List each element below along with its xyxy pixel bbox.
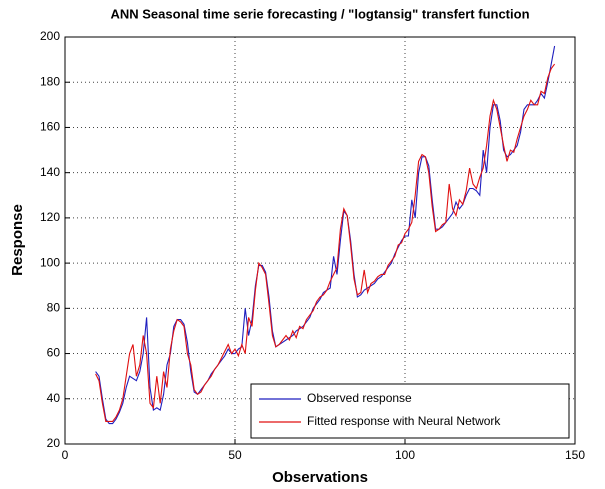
y-tick-label: 120 [40,210,60,224]
x-tick-label: 150 [565,448,585,462]
plot-frame [64,36,576,445]
y-tick-label: 180 [40,74,60,88]
y-axis-label: Response [9,204,26,276]
legend-label: Fitted response with Neural Network [307,414,501,428]
y-tick-label: 60 [47,346,61,360]
legend-label: Observed response [307,391,412,405]
x-tick-label: 100 [395,448,415,462]
y-tick-label: 160 [40,120,60,134]
y-tick-label: 140 [40,165,60,179]
y-tick-label: 40 [47,391,61,405]
series-line [95,63,556,422]
chart-title: ANN Seasonal time serie forecasting / "l… [110,6,529,21]
legend-box [250,383,570,439]
y-tick-label: 20 [47,436,61,450]
x-axis-label: Observations [272,469,368,486]
y-tick-label: 200 [40,29,60,43]
y-tick-label: 80 [47,301,61,315]
x-tick-label: 50 [228,448,242,462]
plot-area [65,37,575,444]
x-tick-label: 0 [62,448,69,462]
y-tick-label: 100 [40,255,60,269]
